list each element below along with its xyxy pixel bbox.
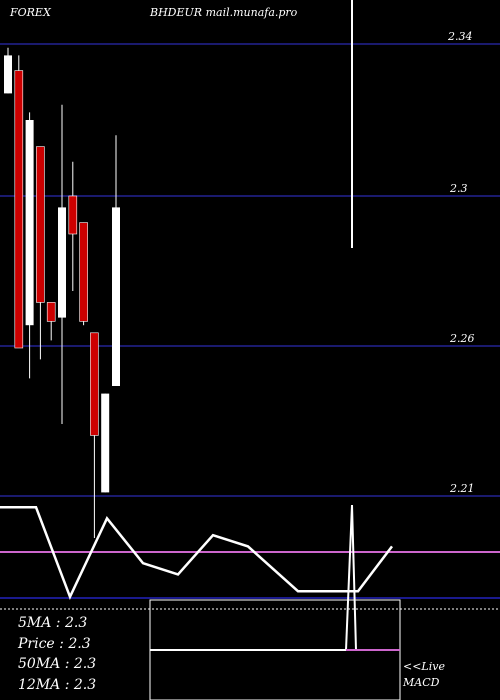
candle-down	[79, 222, 88, 322]
candles-group	[4, 47, 120, 538]
symbol-source-label: BHDEUR mail.munafa.pro	[149, 6, 298, 19]
stat-5ma: 5MA : 2.3	[18, 615, 88, 631]
stat-50ma: 50MA : 2.3	[18, 656, 97, 672]
macd-group	[0, 505, 393, 600]
candle-down	[14, 70, 24, 349]
live-macd-link[interactable]: <<Live	[403, 660, 445, 673]
candle-up	[58, 207, 66, 318]
macd-label: MACD	[403, 676, 440, 689]
candle-up	[4, 55, 12, 94]
candle-up	[25, 120, 34, 326]
stat-12ma: 12MA : 2.3	[18, 677, 97, 693]
y-tick-label: 2.21	[449, 482, 475, 495]
candle-down	[36, 146, 45, 303]
market-label: FOREX	[9, 6, 52, 19]
y-tick-label: 2.3	[449, 182, 468, 195]
macd-line	[0, 505, 393, 600]
candle-up	[101, 393, 110, 493]
candle-down	[90, 332, 99, 436]
stat-price: Price : 2.3	[18, 636, 91, 652]
candle-up	[112, 207, 120, 386]
y-tick-label: 2.26	[449, 332, 475, 345]
y-tick-label: 2.34	[447, 30, 473, 43]
candle-down	[46, 302, 56, 322]
candle-down	[68, 195, 78, 235]
